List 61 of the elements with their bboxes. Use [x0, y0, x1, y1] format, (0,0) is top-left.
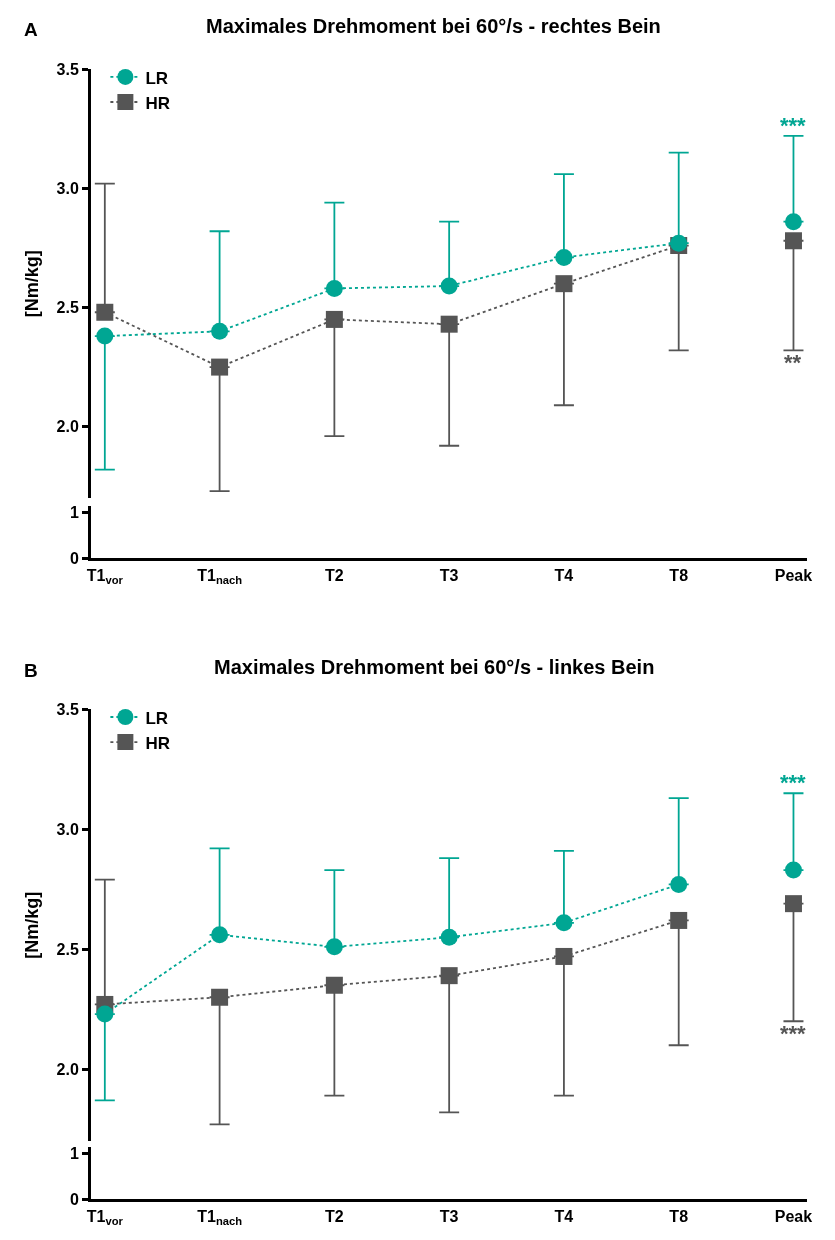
- annotation: ***: [780, 1021, 807, 1046]
- y-tick-label: 2.5: [56, 940, 79, 958]
- point: [440, 928, 458, 946]
- y-tick-label: 2.0: [56, 1060, 79, 1078]
- text: A: [24, 19, 38, 40]
- y-tick-label: 1: [69, 503, 79, 521]
- y-tick-label: 0: [69, 549, 79, 567]
- x-tick-label: T1$_{nach}$: [197, 1207, 243, 1227]
- legend-label: HR: [145, 733, 170, 753]
- point: [555, 275, 573, 293]
- x-tick-label: T2: [325, 566, 344, 584]
- x-tick-label: T1$_{vor}$: [86, 566, 124, 586]
- x-tick-label: T3: [439, 566, 459, 584]
- legend-label: HR: [145, 93, 170, 113]
- point: [555, 947, 573, 965]
- y-tick-label: 0: [69, 1191, 79, 1209]
- x-tick-label: T1$_{vor}$: [86, 1207, 124, 1227]
- annotation: **: [784, 350, 802, 375]
- point: [96, 1005, 114, 1023]
- y-tick-label: 2.0: [56, 418, 79, 436]
- x-tick-label: T4: [554, 1207, 574, 1225]
- point: [555, 914, 573, 932]
- point: [325, 976, 343, 994]
- chart-title: Maximales Drehmoment bei 60°/s - linkes Bein: [214, 656, 655, 678]
- point: [211, 358, 229, 376]
- point: [325, 279, 343, 297]
- x-tick-label: T8: [669, 566, 689, 584]
- legend-label: LR: [145, 68, 169, 88]
- y-tick-label: 3.5: [56, 700, 79, 718]
- x-tick-label: Peak: [774, 566, 813, 584]
- x-tick-label: Peak: [774, 1207, 813, 1225]
- point: [670, 875, 688, 893]
- point: [96, 327, 114, 345]
- x-tick-label: T2: [325, 1207, 344, 1225]
- point: [555, 248, 573, 266]
- point: [211, 322, 229, 340]
- point: [211, 926, 229, 944]
- y-tick-label: 3.5: [56, 60, 79, 78]
- y-axis-title: [Nm/kg]: [21, 891, 42, 959]
- annotation: ***: [780, 770, 807, 795]
- x-tick-label: T4: [554, 566, 574, 584]
- y-tick-label: 3.0: [56, 820, 79, 838]
- text: B: [24, 660, 38, 681]
- legend-label: LR: [145, 708, 169, 728]
- point: [440, 315, 458, 333]
- chart-title: Maximales Drehmoment bei 60°/s - rechtes Bein: [206, 15, 661, 37]
- annotation: ***: [780, 113, 807, 138]
- y-axis-title: [Nm/kg]: [21, 250, 42, 318]
- x-tick-label: T8: [669, 1207, 689, 1225]
- y-tick-label: 3.0: [56, 179, 79, 197]
- y-tick-label: 1: [69, 1144, 79, 1162]
- point: [670, 911, 688, 929]
- point: [211, 988, 229, 1006]
- point: [440, 277, 458, 295]
- point: [325, 938, 343, 956]
- y-tick-label: 2.5: [56, 299, 79, 317]
- point: [325, 310, 343, 328]
- x-tick-label: T1$_{nach}$: [197, 566, 243, 586]
- point: [440, 967, 458, 985]
- point: [96, 303, 114, 321]
- x-tick-label: T3: [439, 1207, 459, 1225]
